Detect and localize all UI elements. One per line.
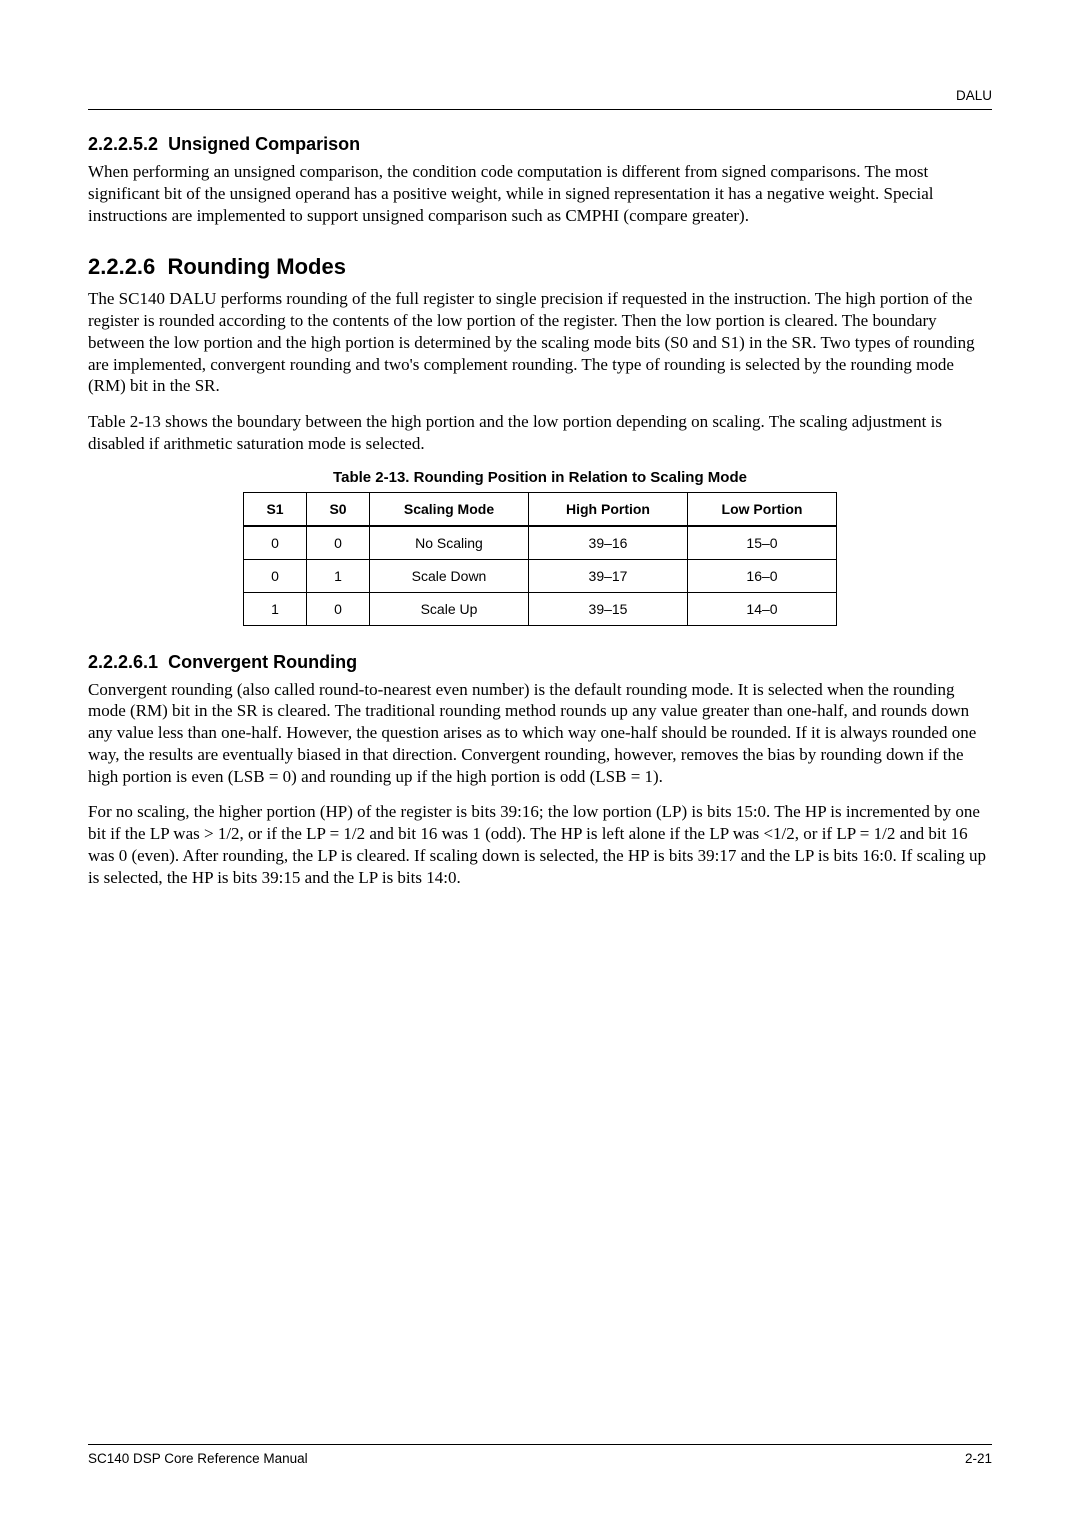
heading-rounding-modes: 2.2.2.6 Rounding Modes [88,254,992,280]
cell: Scale Down [370,559,529,592]
heading-unsigned-comparison: 2.2.2.5.2 Unsigned Comparison [88,134,992,155]
heading-title: Convergent Rounding [168,652,357,672]
cell: 39–15 [529,592,688,625]
table-row: 0 1 Scale Down 39–17 16–0 [244,559,837,592]
table-caption: Table 2-13. Rounding Position in Relatio… [88,469,992,486]
heading-title: Rounding Modes [168,254,346,279]
heading-number: 2.2.2.6.1 [88,652,158,672]
table-row: 1 0 Scale Up 39–15 14–0 [244,592,837,625]
col-header: High Portion [529,492,688,526]
page: DALU 2.2.2.5.2 Unsigned Comparison When … [0,0,1080,1528]
cell: 15–0 [688,526,837,560]
footer-right: 2-21 [965,1451,992,1466]
cell: 14–0 [688,592,837,625]
heading-convergent-rounding: 2.2.2.6.1 Convergent Rounding [88,652,992,673]
heading-title: Unsigned Comparison [168,134,360,154]
col-header: Low Portion [688,492,837,526]
cell: 39–16 [529,526,688,560]
paragraph: The SC140 DALU performs rounding of the … [88,288,992,397]
cell: 0 [244,526,307,560]
heading-number: 2.2.2.6 [88,254,155,279]
cell: 1 [307,559,370,592]
running-header: DALU [88,88,992,103]
paragraph: Table 2-13 shows the boundary between th… [88,411,992,455]
table-header-row: S1 S0 Scaling Mode High Portion Low Port… [244,492,837,526]
footer-rule [88,1444,992,1445]
cell: 0 [244,559,307,592]
cell: 1 [244,592,307,625]
footer-left: SC140 DSP Core Reference Manual [88,1451,308,1466]
paragraph: Convergent rounding (also called round-t… [88,679,992,788]
header-rule [88,109,992,110]
cell: Scale Up [370,592,529,625]
page-footer: SC140 DSP Core Reference Manual 2-21 [88,1444,992,1466]
cell: No Scaling [370,526,529,560]
rounding-position-table: S1 S0 Scaling Mode High Portion Low Port… [243,492,837,626]
paragraph: When performing an unsigned comparison, … [88,161,992,226]
col-header: S0 [307,492,370,526]
col-header: Scaling Mode [370,492,529,526]
cell: 0 [307,526,370,560]
cell: 16–0 [688,559,837,592]
paragraph: For no scaling, the higher portion (HP) … [88,801,992,888]
cell: 0 [307,592,370,625]
table-row: 0 0 No Scaling 39–16 15–0 [244,526,837,560]
cell: 39–17 [529,559,688,592]
col-header: S1 [244,492,307,526]
heading-number: 2.2.2.5.2 [88,134,158,154]
